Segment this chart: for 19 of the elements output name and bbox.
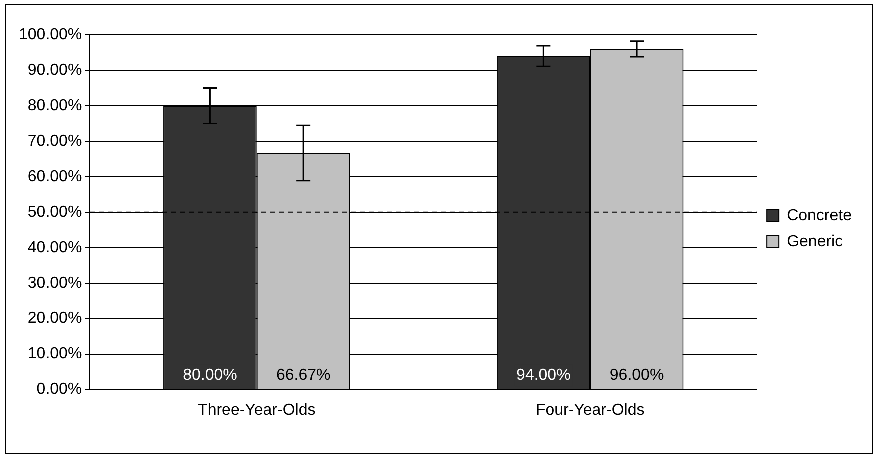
y-tick-label: 50.00% (28, 204, 82, 221)
y-tick-label: 20.00% (28, 310, 82, 328)
y-tick-label: 60.00% (28, 168, 82, 186)
y-tick-label: 80.00% (28, 97, 82, 114)
y-tick-label: 70.00% (28, 132, 82, 150)
y-tick-label: 0.00% (36, 381, 82, 398)
legend-label: Generic (787, 233, 844, 250)
x-tick-label: Four-Year-Olds (536, 402, 645, 419)
y-tick-label: 100.00% (18, 26, 82, 44)
data-label: 80.00% (183, 367, 238, 384)
x-tick-label: Three-Year-Olds (198, 402, 316, 419)
y-tick-label: 10.00% (28, 346, 82, 363)
data-label: 94.00% (516, 367, 571, 384)
y-tick-label: 90.00% (28, 62, 82, 79)
y-tick-label: 40.00% (28, 239, 82, 256)
y-tick-label: 30.00% (28, 274, 82, 292)
data-label: 96.00% (610, 367, 664, 384)
legend-label: Concrete (787, 207, 852, 224)
data-label: 66.67% (276, 367, 331, 384)
